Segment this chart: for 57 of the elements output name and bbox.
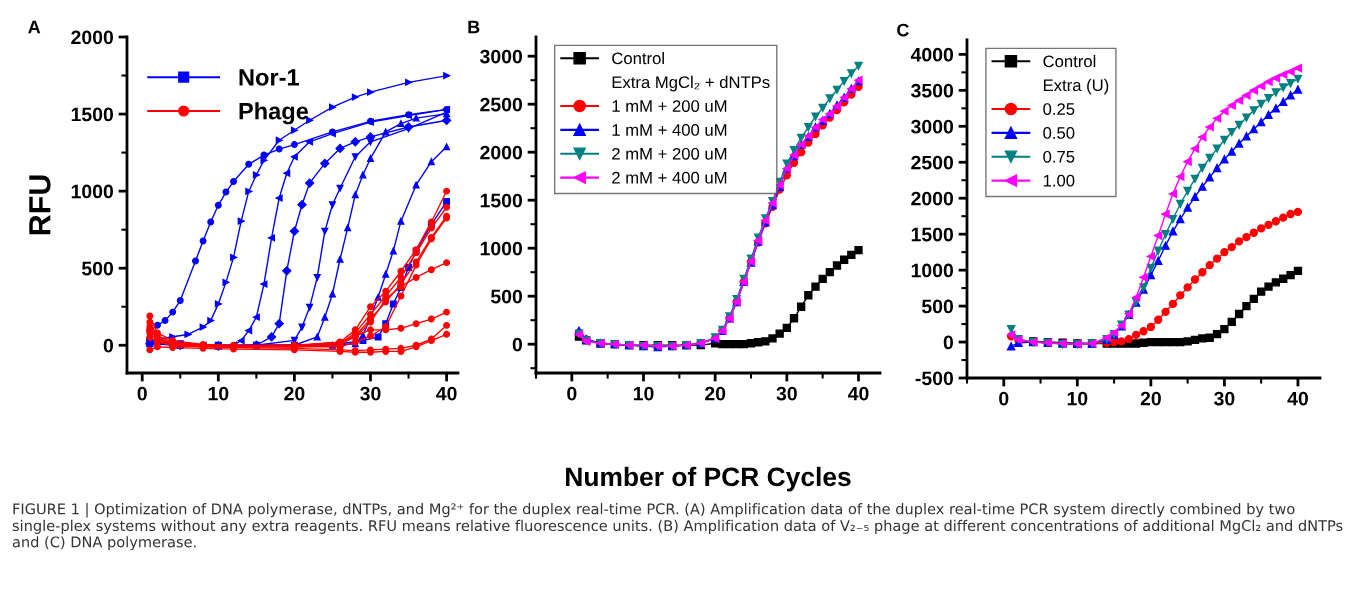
x-tick-label: 40: [847, 386, 869, 401]
legend-label: 0.25: [1043, 103, 1075, 115]
x-tick-label: 40: [436, 386, 457, 401]
y-tick-label: 2500: [911, 155, 954, 170]
y-tick-label: 1000: [71, 184, 114, 199]
y-tick-label: 2500: [480, 97, 523, 112]
x-tick-label: 40: [1287, 391, 1308, 406]
legend-label: Control: [1043, 55, 1096, 68]
x-tick-label: 10: [633, 386, 654, 401]
legend-label: 0.50: [1043, 127, 1075, 139]
x-tick-label: 20: [705, 386, 726, 401]
x-tick-label: 20: [1140, 391, 1161, 406]
y-tick-label: 0: [943, 335, 954, 350]
y-tick-label: 2000: [71, 30, 114, 45]
y-tick-label: 1000: [480, 241, 523, 256]
y-tick-label: 2000: [911, 191, 954, 206]
y-tick-label: 3500: [911, 83, 954, 98]
y-tick-label: 500: [921, 299, 954, 314]
y-tick-label: 0: [512, 337, 523, 352]
y-tick-label: 1500: [911, 227, 954, 242]
y-tick-label: 1500: [71, 107, 114, 122]
x-axis-title: Number of PCR Cycles: [566, 466, 851, 492]
x-tick-label: 30: [1214, 391, 1235, 406]
legend-label: Nor-1: [239, 69, 299, 86]
chart-title: C: [897, 23, 909, 37]
chart-title: B: [468, 20, 480, 34]
y-tick-label: 1500: [480, 193, 523, 208]
y-tick-label: 0: [103, 338, 114, 353]
legend-title: Extra MgCl₂ + dNTPs: [612, 75, 770, 92]
chart-title: A: [28, 20, 41, 34]
x-tick-label: 0: [137, 386, 147, 401]
y-tick-label: 3000: [911, 119, 954, 134]
legend-label: 1.00: [1043, 174, 1075, 187]
x-tick-label: 30: [360, 386, 381, 401]
y-tick-label: 4000: [910, 47, 954, 62]
x-tick-label: 20: [284, 386, 305, 401]
legend-label: 2 mM + 400 uM: [612, 171, 727, 184]
legend-label: 2 mM + 200 uM: [612, 147, 727, 160]
y-axis-title: RFU: [29, 175, 51, 235]
legend-label: 1 mM + 200 uM: [612, 100, 727, 112]
y-tick-label: 500: [81, 261, 114, 276]
y-tick-label: -500: [915, 371, 954, 386]
x-tick-label: 0: [567, 386, 577, 401]
legend-title: Extra (U): [1043, 78, 1109, 95]
y-tick-label: 500: [490, 289, 523, 304]
y-tick-label: 2000: [480, 145, 523, 160]
legend-label: Control: [612, 52, 664, 65]
legend-label: 1 mM + 400 uM: [612, 124, 727, 136]
y-tick-label: 1000: [911, 263, 954, 278]
caption: FIGURE 1 | Optimization of DNA polymerase, dNTPs, and Mg²⁺ for the duplex real-time PCR. (A) Amplification data of the duplex real-time PCR system directly combined by two single-plex systems without any extra reagents. RFU means relative fluorescence units. (B) Amplification data of V₂₋₅ phage at different concentrations of additional MgCl₂ and dNTPs and (C) DNA polymerase.: [12, 503, 1343, 551]
y-tick-label: 3000: [480, 49, 523, 64]
x-tick-label: 10: [208, 386, 229, 401]
x-tick-label: 0: [999, 391, 1009, 406]
x-tick-label: 30: [776, 386, 797, 401]
legend-label: 0.75: [1043, 150, 1075, 163]
x-tick-label: 10: [1067, 391, 1088, 406]
legend-label: Phage: [239, 102, 309, 125]
